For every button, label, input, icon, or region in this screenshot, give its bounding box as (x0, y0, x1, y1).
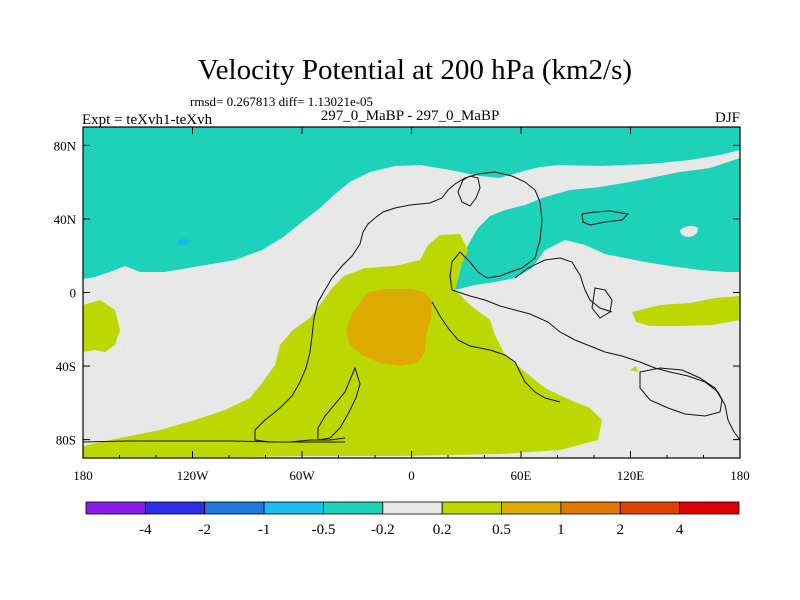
colorbar-box (85, 501, 146, 515)
axes-layer: 180 120W 60W 0 60E 120E 180 80N 40N 0 40S 80S (54, 127, 750, 483)
coastline-japan (581, 210, 630, 226)
x-tick-label: 120W (177, 468, 210, 483)
colorbar-box (263, 501, 324, 515)
y-tick-label: 40S (56, 359, 76, 374)
y-tick-label: 80N (54, 138, 77, 153)
colorbar-label: 0.2 (433, 522, 452, 538)
x-tick-label: 180 (73, 468, 93, 483)
contour-region-north (83, 127, 740, 279)
coastline-south-america (317, 366, 361, 441)
colorbar-box (144, 501, 206, 515)
colorbar-box (560, 501, 621, 515)
colorbar-label: 2 (617, 522, 625, 538)
y-tick-label: 80S (56, 433, 76, 448)
coastline-arabia (431, 301, 561, 403)
contour-fill-layer (83, 127, 740, 458)
coastline-europe-asia (362, 171, 740, 441)
coastline-greenland (457, 175, 481, 207)
contour-region-minimum (177, 238, 190, 246)
experiment-label: Expt = teXvh1-teXvh (82, 112, 213, 128)
colorbar-box (619, 501, 681, 515)
colorbar-box (382, 501, 443, 515)
colorbar-label: -2 (198, 522, 211, 538)
colorbar-label: 4 (676, 522, 684, 538)
colorbar: -4 -2 -1 -0.5 -0.2 0.2 0.5 1 2 4 (85, 501, 740, 538)
colorbar-box (441, 501, 502, 515)
y-tick-label: 0 (70, 286, 77, 301)
stats-line: rmsd= 0.267813 diff= 1.13021e-05 (190, 94, 374, 109)
contour-region-south-east-dot (630, 366, 638, 372)
season-label: DJF (714, 110, 740, 126)
colorbar-box (323, 501, 384, 515)
colorbar-box (679, 501, 740, 515)
contour-region-maximum (346, 289, 432, 366)
colorbar-box (501, 501, 562, 515)
x-tick-label: 120E (617, 468, 645, 483)
colorbar-label: -4 (139, 522, 152, 538)
coastline-india (514, 257, 613, 313)
x-tick-label: 60E (511, 468, 532, 483)
colorbar-label: -0.5 (312, 522, 336, 538)
coastline-maritime (591, 287, 613, 319)
coastline-layer (83, 171, 740, 443)
colorbar-label: -0.2 (371, 522, 395, 538)
colorbar-box (204, 501, 265, 515)
x-tick-label: 60W (289, 468, 315, 483)
contour-region-north-east-blob (680, 225, 698, 237)
x-tick-label: 180 (730, 468, 750, 483)
case-label: 297_0_MaBP - 297_0_MaBP (320, 108, 500, 124)
y-tick-label: 40N (54, 212, 77, 227)
x-tick-label: 0 (408, 468, 415, 483)
colorbar-label: 0.5 (492, 522, 511, 538)
colorbar-label: 1 (557, 522, 565, 538)
chart-title: Velocity Potential at 200 hPa (km2/s) (197, 54, 633, 86)
coastline-antarctica-edge (83, 440, 345, 443)
coastline-australia (639, 367, 723, 417)
colorbar-label: -1 (258, 522, 271, 538)
